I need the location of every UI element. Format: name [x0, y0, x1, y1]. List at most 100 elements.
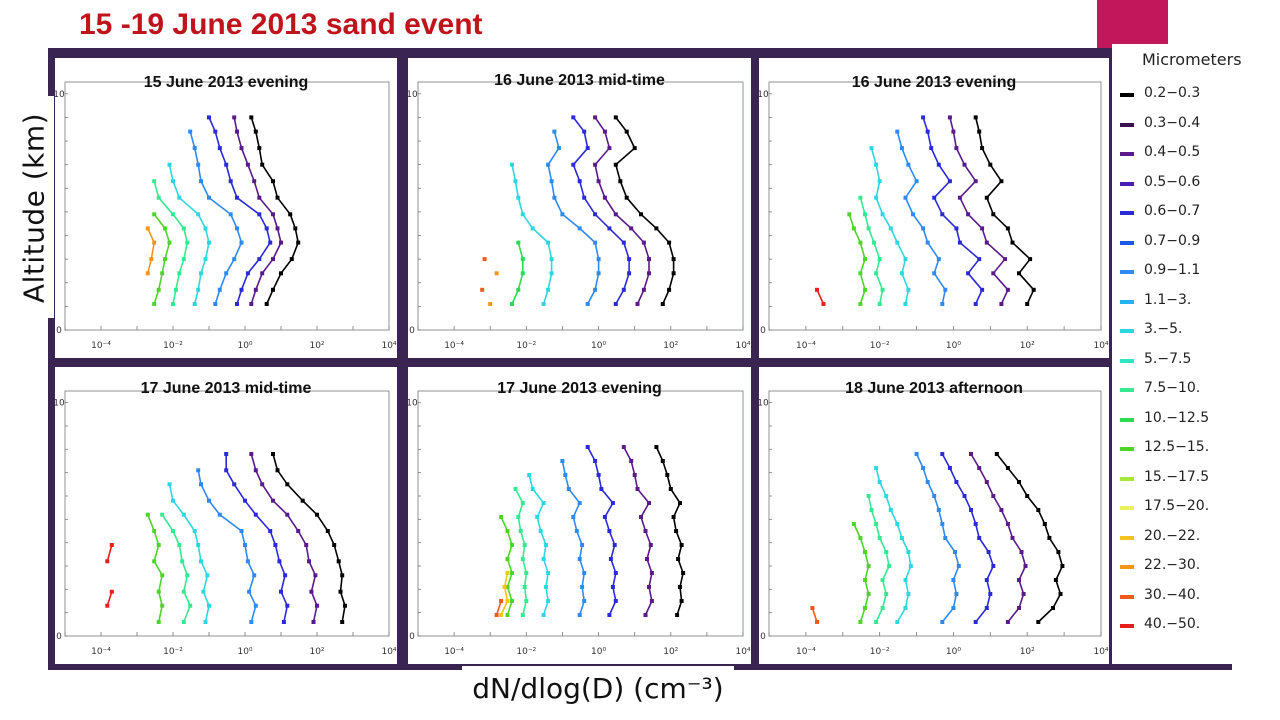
data-point	[674, 529, 679, 533]
data-point	[647, 257, 651, 262]
data-point	[863, 287, 867, 292]
panel-16-june-evening: 10⁻⁴ 10⁻² 10⁰ 10² 10⁴ 0 10 16 June 2013 evenin…	[759, 58, 1109, 358]
y-tick-label: 10	[408, 399, 418, 409]
data-point	[518, 529, 523, 533]
data-point	[903, 302, 908, 306]
data-point	[271, 452, 275, 456]
data-point	[921, 226, 926, 231]
legend-swatch	[1120, 240, 1134, 245]
legend-label: 0.6−0.7	[1144, 203, 1201, 219]
y-tick-label: 0	[56, 632, 62, 642]
data-point	[863, 257, 867, 262]
data-point	[593, 287, 598, 292]
data-point	[285, 512, 290, 517]
legend-swatch	[1120, 506, 1134, 510]
data-point	[621, 240, 626, 245]
data-point	[980, 146, 985, 151]
data-point	[903, 195, 908, 200]
series-line	[655, 446, 684, 616]
data-point	[660, 459, 665, 463]
data-point	[908, 564, 913, 568]
data-point	[541, 501, 546, 505]
data-point	[991, 212, 996, 217]
data-point	[851, 226, 856, 231]
series-line	[875, 467, 912, 623]
series-0.6−0.7	[207, 115, 273, 306]
data-point	[257, 212, 262, 217]
series-40.−50.	[815, 287, 826, 306]
data-point	[596, 257, 601, 262]
data-point	[185, 240, 190, 245]
data-point	[1025, 302, 1030, 306]
data-point	[180, 559, 185, 564]
data-point	[969, 508, 973, 512]
data-point	[224, 452, 229, 456]
data-point	[203, 257, 208, 262]
data-point	[249, 302, 254, 306]
y-tick-label: 0	[760, 326, 766, 336]
data-point	[647, 585, 651, 589]
data-point	[505, 599, 510, 603]
data-point	[921, 115, 926, 120]
series-0.6−0.7	[224, 452, 290, 624]
data-point	[874, 195, 879, 200]
legend-swatch	[1120, 181, 1134, 186]
series-line	[848, 214, 866, 305]
data-point	[239, 529, 244, 533]
data-point	[954, 226, 959, 231]
series-0.6−0.7	[571, 115, 632, 306]
data-point	[906, 287, 911, 292]
series-line	[922, 117, 984, 305]
data-point	[105, 559, 110, 564]
data-point	[1036, 508, 1041, 512]
data-point	[109, 589, 114, 594]
data-point	[596, 271, 601, 276]
data-point	[296, 240, 301, 245]
data-point	[940, 452, 945, 456]
data-point	[863, 212, 867, 217]
data-point	[621, 445, 626, 449]
data-point	[546, 240, 551, 245]
plot-area	[64, 390, 390, 637]
data-point	[494, 271, 499, 276]
data-point	[1010, 536, 1015, 540]
data-point	[181, 620, 186, 624]
data-point	[524, 599, 529, 603]
series-line	[614, 116, 675, 305]
data-point	[152, 529, 157, 533]
data-point	[643, 613, 648, 617]
legend-label: 7.5−10.	[1144, 380, 1201, 396]
data-point	[325, 529, 330, 533]
data-point	[957, 240, 962, 245]
data-point	[1053, 578, 1058, 582]
data-point	[607, 529, 612, 533]
series-line	[514, 488, 528, 616]
series-12.5−15.	[499, 515, 514, 617]
data-point	[249, 620, 254, 624]
data-point	[271, 179, 275, 184]
data-point	[956, 564, 961, 568]
data-point	[253, 603, 258, 608]
series-12.5−15.	[145, 512, 165, 624]
data-point	[516, 240, 521, 245]
data-point	[546, 162, 551, 167]
data-point	[552, 129, 557, 134]
data-point	[289, 257, 294, 262]
series-0.4−0.5	[593, 115, 651, 306]
legend-swatch	[1120, 93, 1134, 97]
data-point	[535, 515, 540, 519]
data-point	[488, 302, 493, 306]
data-point	[858, 240, 863, 245]
series-3.−5.	[527, 473, 551, 617]
data-point	[549, 179, 554, 184]
panel-title: 17 June 2013 evening	[497, 380, 662, 397]
data-point	[610, 501, 615, 505]
data-point	[177, 271, 182, 276]
legend-swatch	[1120, 270, 1134, 274]
data-point	[1023, 564, 1028, 568]
series-line	[572, 116, 630, 305]
y-axis-label: Altitude (km)	[17, 112, 51, 304]
data-point	[188, 129, 193, 134]
legend-swatch	[1120, 358, 1134, 363]
data-point	[679, 543, 684, 547]
